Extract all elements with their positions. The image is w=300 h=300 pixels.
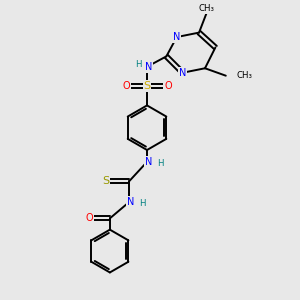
- Text: S: S: [102, 176, 109, 186]
- Text: S: S: [143, 81, 151, 91]
- Text: O: O: [164, 81, 172, 91]
- Text: N: N: [173, 32, 180, 42]
- Text: N: N: [145, 157, 152, 167]
- Text: N: N: [127, 197, 134, 207]
- Text: H: H: [157, 159, 164, 168]
- Text: CH₃: CH₃: [199, 4, 214, 13]
- Text: CH₃: CH₃: [236, 71, 252, 80]
- Text: N: N: [179, 68, 186, 78]
- Text: H: H: [139, 199, 146, 208]
- Text: O: O: [85, 213, 93, 224]
- Text: H: H: [135, 60, 141, 69]
- Text: O: O: [122, 81, 130, 91]
- Text: N: N: [145, 62, 152, 72]
